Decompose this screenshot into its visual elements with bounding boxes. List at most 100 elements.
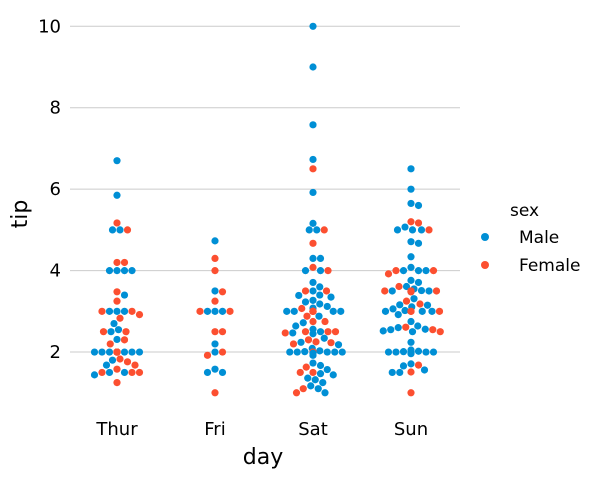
point-sat-male-59 <box>297 338 305 346</box>
point-sat-female-9 <box>320 226 328 234</box>
point-sat-female-20 <box>301 287 310 295</box>
point-fri-female-10 <box>196 307 204 315</box>
point-thur-female-62 <box>98 368 106 377</box>
legend-title: sex <box>510 201 539 221</box>
point-sun-female-53 <box>402 323 410 331</box>
point-thur-male-54 <box>108 356 117 364</box>
point-sat-male-88 <box>304 374 312 382</box>
point-fri-male-19 <box>203 368 212 377</box>
point-thur-female-55 <box>123 358 132 366</box>
y-axis-title: tip <box>8 200 33 229</box>
point-fri-female-20 <box>211 389 219 397</box>
point-sun-male-28 <box>388 287 396 295</box>
point-thur-male-32 <box>105 348 114 356</box>
point-sun-female-5 <box>414 219 423 227</box>
point-sat-female-57 <box>304 336 313 344</box>
point-sun-male-54 <box>394 324 402 332</box>
point-sun-female-79 <box>407 368 415 376</box>
point-sun-male-6 <box>401 223 409 231</box>
point-sun-female-29 <box>432 287 441 295</box>
point-sun-female-35 <box>407 288 415 296</box>
point-sun-female-60 <box>436 328 444 336</box>
point-thur-female-14 <box>113 297 121 305</box>
point-thur-female-61 <box>128 368 136 377</box>
point-thur-male-36 <box>90 348 99 356</box>
point-thur-male-1 <box>113 191 121 199</box>
point-sun-male-68 <box>384 348 393 356</box>
point-thur-female-57 <box>131 361 139 369</box>
point-sat-male-12 <box>316 254 325 263</box>
point-sun-male-3 <box>414 201 423 210</box>
point-sun-female-49 <box>407 307 415 315</box>
point-sat-male-0 <box>309 22 317 30</box>
point-sat-male-68 <box>331 348 339 356</box>
point-fri-female-16 <box>203 351 212 359</box>
point-thur-male-4 <box>108 226 117 234</box>
point-thur-male-31 <box>120 348 129 356</box>
point-sat-male-49 <box>316 328 325 336</box>
point-thur-female-7 <box>120 258 129 267</box>
point-sat-male-8 <box>305 226 313 234</box>
point-sun-male-43 <box>401 306 409 315</box>
point-thur-male-34 <box>98 348 106 356</box>
point-sun-male-74 <box>407 350 415 358</box>
point-sun-male-23 <box>402 282 411 291</box>
point-sat-female-60 <box>327 339 335 347</box>
point-sun-male-61 <box>407 338 415 346</box>
point-sat-male-42 <box>315 312 323 320</box>
point-sun-female-57 <box>429 326 437 334</box>
point-sat-male-92 <box>314 385 322 393</box>
point-thur-female-26 <box>99 328 108 336</box>
point-sun-male-67 <box>429 348 438 356</box>
point-sun-male-46 <box>381 307 390 315</box>
point-thur-female-6 <box>113 258 121 267</box>
point-sun-female-38 <box>416 300 424 308</box>
point-sat-male-1 <box>309 63 317 71</box>
point-sat-male-23 <box>295 291 303 300</box>
point-sun-female-24 <box>395 282 403 291</box>
point-sat-female-21 <box>322 287 331 295</box>
point-sat-female-4 <box>309 165 317 173</box>
point-sat-male-53 <box>289 329 297 337</box>
y-tick-label-6: 6 <box>50 179 61 200</box>
point-fri-female-5 <box>211 297 219 305</box>
point-sat-male-91 <box>307 382 315 390</box>
point-sat-male-62 <box>334 341 343 349</box>
point-fri-female-12 <box>218 328 227 336</box>
point-fri-female-2 <box>211 267 219 275</box>
point-thur-male-24 <box>107 328 115 336</box>
point-thur-male-27 <box>113 335 121 344</box>
point-thur-female-58 <box>113 365 121 373</box>
point-sun-male-51 <box>407 317 415 326</box>
point-sun-male-15 <box>414 267 423 275</box>
point-sat-male-26 <box>301 298 310 306</box>
point-sun-female-4 <box>407 218 415 226</box>
point-sun-male-11 <box>407 238 415 246</box>
point-fri-male-17 <box>211 365 219 373</box>
point-sun-male-9 <box>393 226 402 234</box>
point-sun-male-1 <box>407 185 415 193</box>
point-thur-female-53 <box>116 355 124 363</box>
point-sun-male-65 <box>422 348 430 356</box>
point-sat-female-10 <box>309 239 317 247</box>
point-sat-male-56 <box>320 334 328 342</box>
point-sun-male-80 <box>396 368 404 377</box>
x-tick-labels: Thur Fri Sat Sun <box>95 419 428 440</box>
point-sat-male-15 <box>301 267 310 275</box>
point-sun-male-58 <box>379 327 387 335</box>
point-thur-male-15 <box>113 307 121 315</box>
y-tick-label-8: 8 <box>50 98 61 119</box>
point-thur-male-11 <box>128 267 136 275</box>
point-thur-male-8 <box>113 267 121 275</box>
point-sun-female-18 <box>392 267 400 275</box>
x-tick-label-sat: Sat <box>298 419 328 440</box>
point-fri-male-0 <box>211 237 219 245</box>
point-sun-male-52 <box>414 322 422 330</box>
point-sat-male-70 <box>338 348 346 356</box>
point-sat-male-18 <box>316 283 324 291</box>
point-sat-male-2 <box>309 121 317 129</box>
point-sat-male-3 <box>309 155 317 164</box>
point-sat-male-69 <box>286 348 294 356</box>
point-sat-female-85 <box>296 368 304 377</box>
point-thur-female-20 <box>135 310 144 319</box>
